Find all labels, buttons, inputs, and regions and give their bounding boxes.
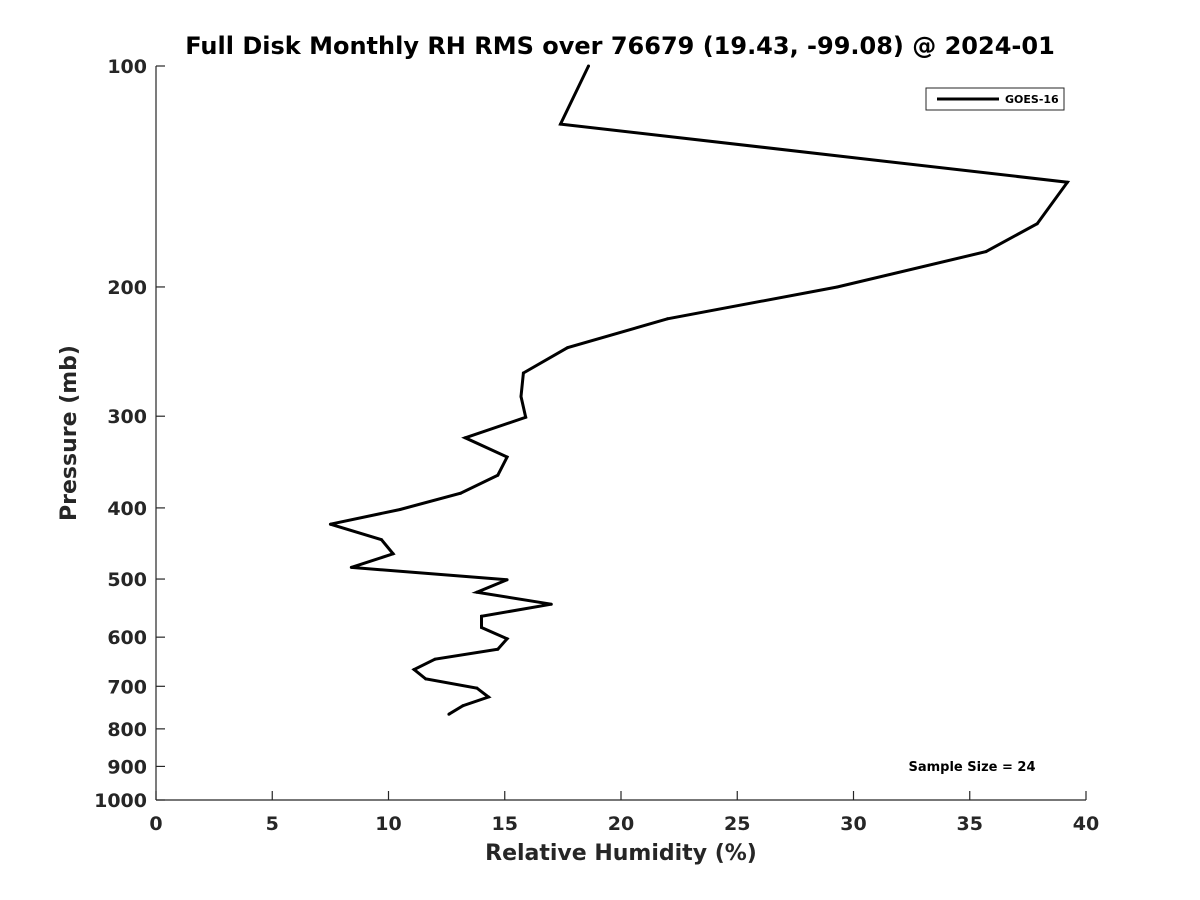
data-point xyxy=(505,637,509,641)
x-axis-label: Relative Humidity (%) xyxy=(485,841,757,866)
data-point xyxy=(391,552,395,556)
data-point xyxy=(666,317,669,321)
y-tick-label: 200 xyxy=(107,277,147,299)
x-ticks: 0 5 10 15 20 25 30 35 40 xyxy=(149,791,1099,835)
data-point xyxy=(475,686,479,690)
x-tick-label: 15 xyxy=(492,813,518,835)
y-ticks: 100 200 300 400 500 600 700 800 900 1000 xyxy=(94,56,165,812)
data-point xyxy=(424,677,428,681)
data-point xyxy=(587,64,590,68)
data-point xyxy=(480,614,483,618)
data-point xyxy=(1065,180,1069,184)
data-point xyxy=(519,395,523,398)
data-point xyxy=(480,626,483,629)
data-point xyxy=(524,415,528,419)
x-tick-label: 0 xyxy=(149,813,162,835)
data-point xyxy=(459,491,463,495)
sample-size-annotation: Sample Size = 24 xyxy=(908,760,1035,775)
data-point xyxy=(559,122,562,126)
data-point xyxy=(1035,222,1039,226)
x-tick-label: 20 xyxy=(608,813,634,835)
data-point xyxy=(835,285,839,289)
data-point xyxy=(521,371,525,375)
data-point xyxy=(505,578,509,582)
y-tick-label: 1000 xyxy=(94,790,147,812)
data-point xyxy=(398,508,402,511)
data-point xyxy=(433,657,437,661)
data-point xyxy=(984,250,988,254)
data-point xyxy=(566,346,569,350)
data-point xyxy=(505,455,509,459)
y-tick-label: 900 xyxy=(107,756,147,778)
data-point xyxy=(328,522,332,526)
data-point xyxy=(487,695,490,699)
series-layer xyxy=(328,64,1071,716)
x-tick-label: 5 xyxy=(266,813,279,835)
y-tick-label: 500 xyxy=(107,569,147,591)
data-point xyxy=(475,590,479,594)
y-tick-label: 300 xyxy=(107,406,147,428)
y-tick-label: 800 xyxy=(107,719,147,741)
y-axis-label: Pressure (mb) xyxy=(57,345,82,521)
y-tick-label: 700 xyxy=(107,676,147,698)
y-tick-label: 100 xyxy=(107,56,147,78)
data-point xyxy=(461,704,465,708)
series-line-goes-16 xyxy=(329,65,1071,716)
x-tick-label: 35 xyxy=(957,813,983,835)
data-point xyxy=(380,538,383,542)
x-tick-label: 40 xyxy=(1073,813,1099,835)
data-point xyxy=(496,473,500,477)
data-point xyxy=(447,712,451,716)
data-point xyxy=(549,602,553,606)
data-point xyxy=(349,565,353,569)
y-tick-label: 400 xyxy=(107,498,147,520)
data-point xyxy=(496,647,500,651)
legend: GOES-16 xyxy=(925,87,1065,111)
x-tick-label: 10 xyxy=(375,813,401,835)
legend-label-goes-16: GOES-16 xyxy=(1005,93,1059,106)
x-tick-label: 25 xyxy=(724,813,750,835)
data-point xyxy=(463,436,467,440)
x-tick-label: 30 xyxy=(840,813,866,835)
y-tick-label: 600 xyxy=(107,627,147,649)
data-point xyxy=(412,668,416,671)
chart-title: Full Disk Monthly RH RMS over 76679 (19.… xyxy=(185,32,1055,60)
